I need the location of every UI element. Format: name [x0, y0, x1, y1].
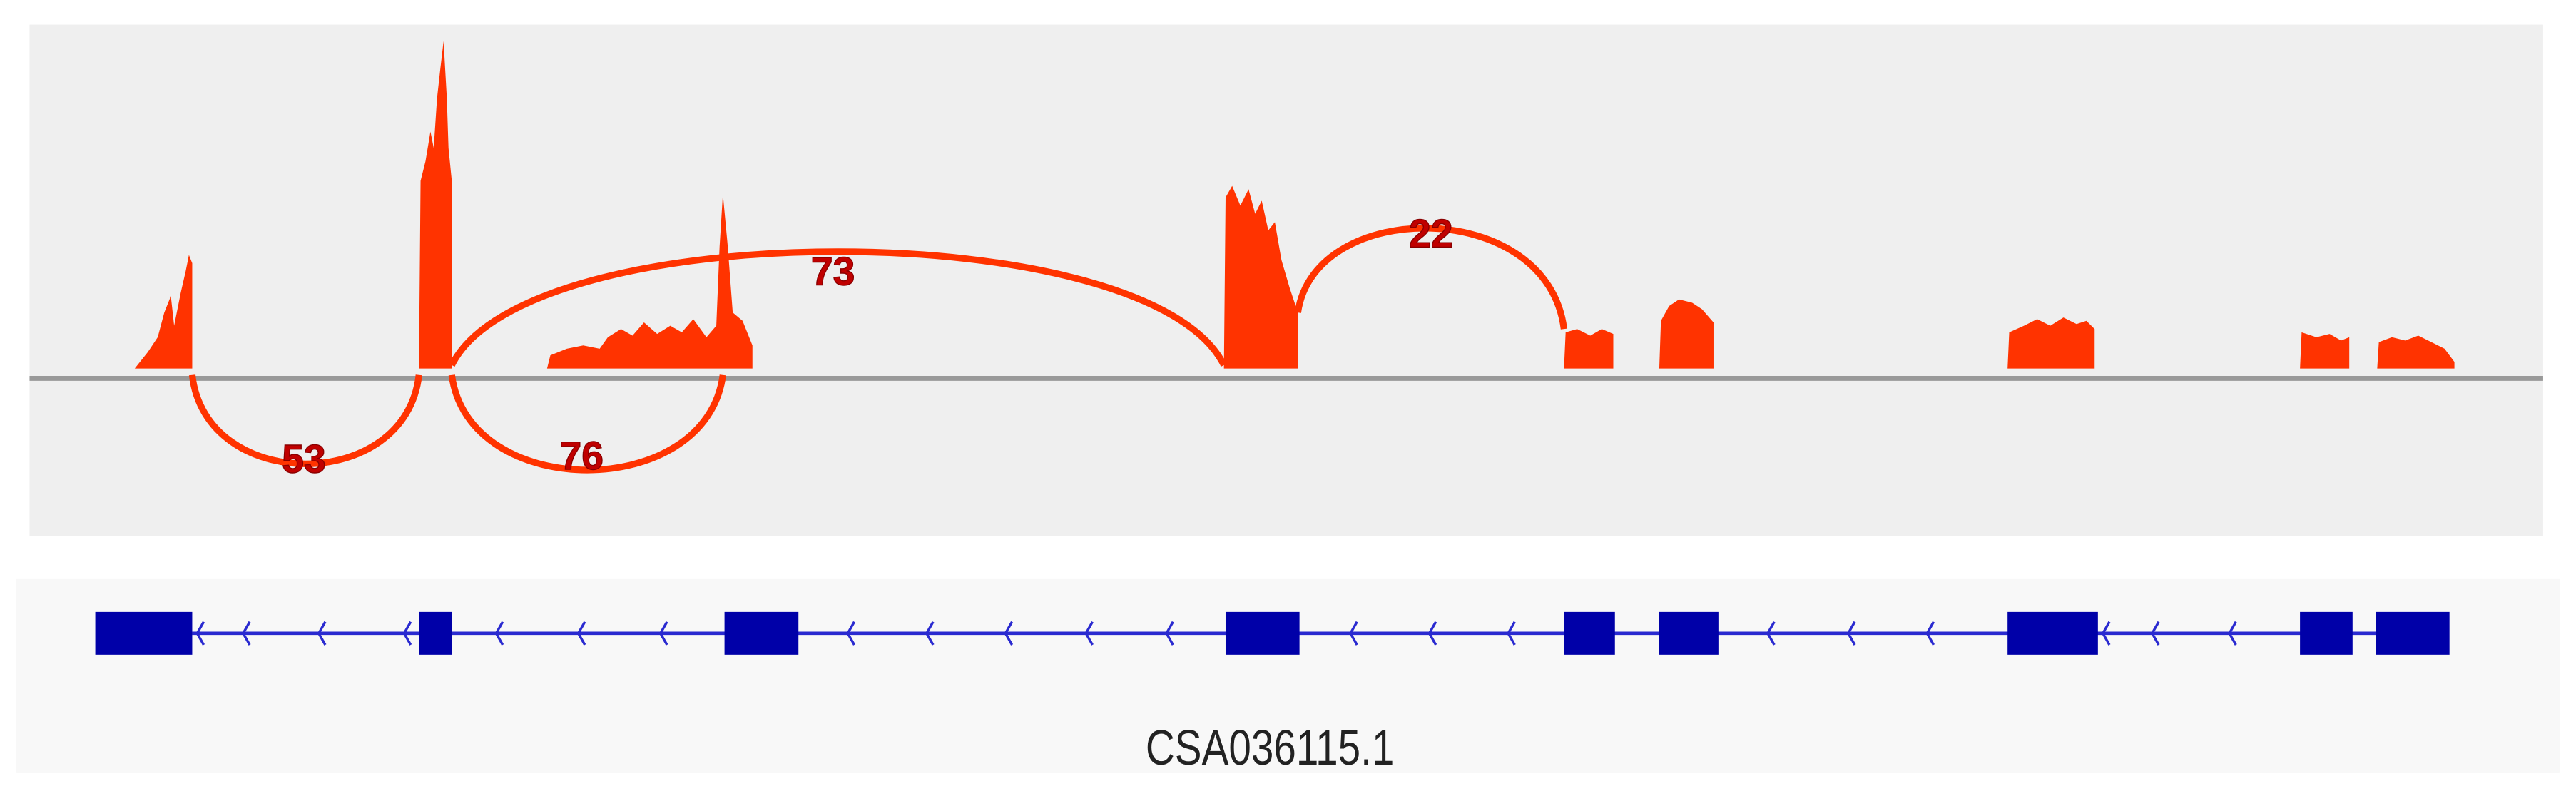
exon	[1564, 611, 1615, 655]
exon	[95, 611, 193, 655]
coverage	[1564, 329, 1614, 369]
strand-arrow	[2101, 621, 2111, 646]
strand-arrow	[241, 621, 251, 646]
junction-arc	[449, 248, 1227, 367]
junction-count: 76	[560, 434, 604, 478]
junction-arc	[1294, 225, 1567, 330]
gene-name: CSA036115.1	[1146, 721, 1395, 776]
strand-arrows	[195, 621, 2237, 646]
strand-arrow	[1846, 621, 1856, 646]
coverage	[2007, 317, 2095, 369]
exon	[2300, 611, 2353, 655]
strand-arrow	[1004, 621, 1014, 646]
strand-arrow	[1165, 621, 1174, 646]
strand-arrow	[1349, 621, 1358, 646]
junction-count: 73	[811, 250, 855, 294]
strand-arrow	[494, 621, 504, 646]
exons	[95, 611, 2450, 655]
junction-arc	[188, 374, 422, 467]
strand-arrow	[846, 621, 856, 646]
coverage-track	[134, 41, 2455, 369]
exon	[724, 611, 799, 655]
strand-arrow	[1766, 621, 1776, 646]
coverage	[2300, 332, 2350, 369]
gene-panel	[16, 578, 2560, 773]
strand-arrow	[658, 621, 668, 646]
strand-arrow	[1427, 621, 1437, 646]
junction-arc	[448, 374, 726, 474]
coverage	[1659, 299, 1714, 369]
exon	[1225, 611, 1300, 655]
exon	[2007, 611, 2098, 655]
strand-arrow	[2150, 621, 2160, 646]
strand-arrow	[925, 621, 935, 646]
coverage	[1223, 185, 1298, 369]
strand-arrow	[402, 621, 412, 646]
strand-arrow	[576, 621, 586, 646]
exon	[2376, 611, 2450, 655]
strand-arrow	[317, 621, 327, 646]
exon	[1659, 611, 1719, 655]
strand-arrow	[195, 621, 205, 646]
strand-arrow	[1084, 621, 1094, 646]
strand-arrow	[1925, 621, 1935, 646]
strand-arrow	[2228, 621, 2237, 646]
coverage	[2377, 335, 2455, 369]
exon	[419, 611, 452, 655]
junction-count: 53	[282, 437, 325, 481]
strand-arrow	[1507, 621, 1516, 646]
coverage	[546, 194, 753, 369]
coverage	[134, 255, 193, 369]
junction-count: 22	[1409, 212, 1452, 256]
coverage	[419, 41, 452, 369]
